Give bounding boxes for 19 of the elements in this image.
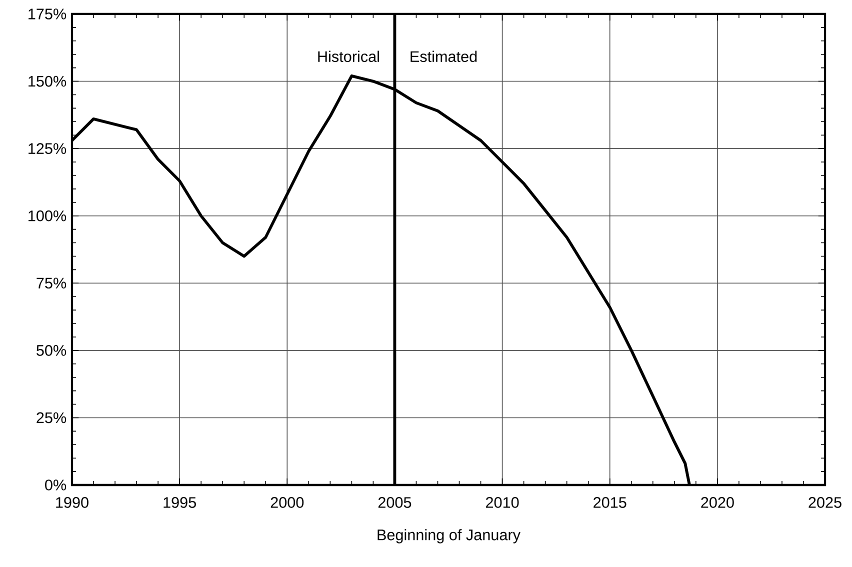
x-tick-label: 2020 [701, 497, 734, 508]
x-tick-label: 2025 [808, 497, 842, 508]
annotation: Estimated [410, 50, 477, 62]
x-tick-label: 2005 [378, 497, 412, 508]
y-tick-label: 175% [28, 8, 66, 20]
annotation: Historical [318, 50, 379, 62]
x-tick-label: 1990 [56, 497, 88, 508]
y-tick-label: 100% [28, 210, 66, 222]
y-tick-label: 75% [36, 278, 66, 289]
y-tick-label: 50% [36, 345, 66, 356]
x-tick-label: 2010 [486, 497, 519, 508]
x-tick-label: 2000 [270, 497, 304, 508]
x-tick-label: 2015 [594, 497, 626, 508]
y-tick-label: 0% [45, 480, 66, 490]
y-tick-label: 25% [36, 412, 66, 424]
x-tick-label: 1995 [164, 497, 196, 508]
y-tick-label: 150% [28, 76, 66, 87]
y-tick-label: 125% [28, 143, 66, 154]
x-axis-title: Beginning of January [378, 529, 520, 544]
